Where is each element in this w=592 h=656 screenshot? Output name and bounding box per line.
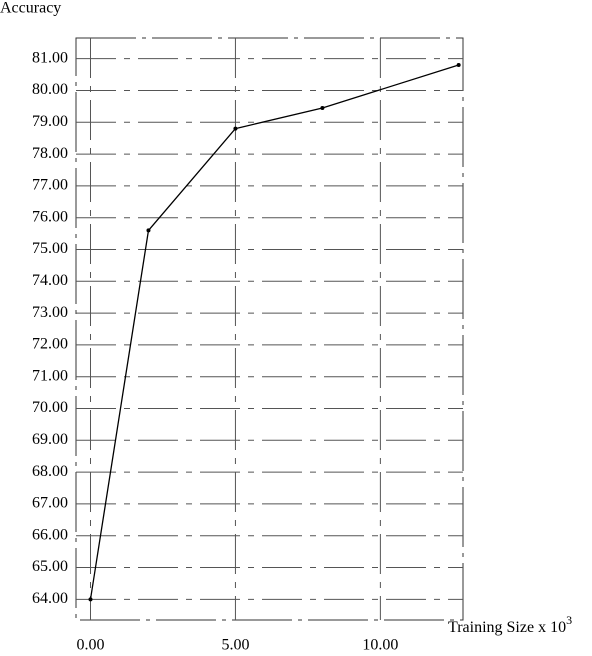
data-line [89, 64, 459, 600]
y-tick-label: 78.00 [32, 145, 68, 162]
y-tick-label: 81.00 [32, 49, 68, 66]
x-axis-label-exponent: 3 [566, 613, 572, 627]
data-point [146, 228, 151, 233]
y-tick-label: 76.00 [32, 208, 68, 225]
y-tick-label: 79.00 [32, 113, 68, 130]
x-axis-label: Training Size x 103 [448, 613, 572, 636]
y-tick-label: 80.00 [32, 81, 68, 98]
x-tick-label: 10.00 [362, 637, 398, 654]
y-tick-label: 77.00 [32, 177, 68, 194]
y-tick-label: 73.00 [32, 304, 68, 321]
y-tick-label: 75.00 [32, 240, 68, 257]
x-tick-label: 5.00 [221, 637, 249, 654]
y-axis-label: Accuracy [0, 0, 61, 17]
data-point [233, 126, 238, 131]
y-tick-label: 74.00 [32, 272, 68, 289]
y-tick-label: 68.00 [32, 463, 68, 480]
data-point [88, 597, 93, 602]
x-axis-label-text: Training Size x 10 [448, 619, 566, 636]
data-point [456, 63, 461, 68]
data-point [320, 105, 325, 110]
y-tick-label: 66.00 [32, 526, 68, 543]
y-tick-label: 67.00 [32, 495, 68, 512]
y-tick-label: 71.00 [32, 367, 68, 384]
plot-frame [75, 37, 464, 621]
x-tick-label: 0.00 [76, 637, 104, 654]
y-tick-label: 72.00 [32, 336, 68, 353]
y-tick-label: 69.00 [32, 431, 68, 448]
y-tick-label: 64.00 [32, 590, 68, 607]
y-tick-label: 65.00 [32, 558, 68, 575]
y-tick-label: 70.00 [32, 399, 68, 416]
